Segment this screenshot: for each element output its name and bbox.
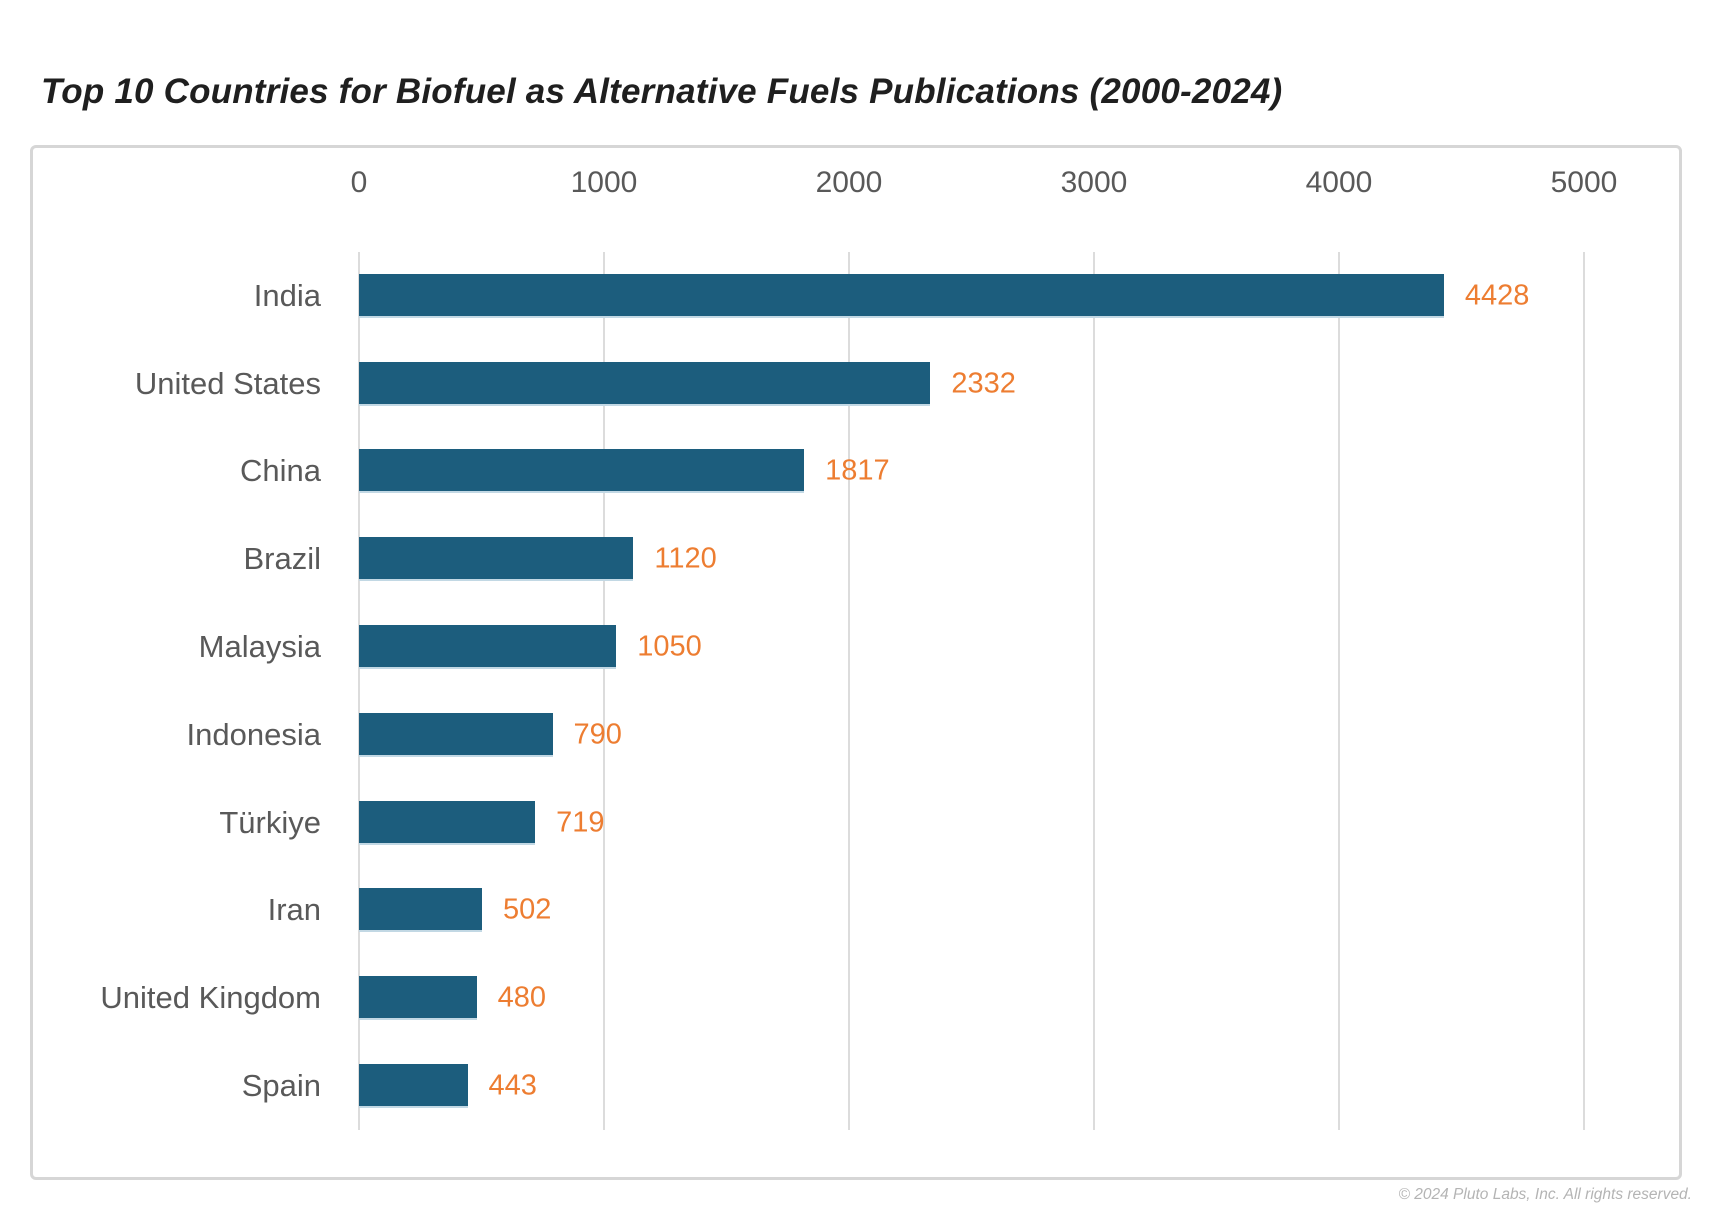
bar bbox=[359, 976, 477, 1021]
gridline bbox=[1093, 252, 1095, 1130]
bar-row: Iran 502 bbox=[33, 867, 1679, 955]
chart-card: 0 1000 2000 3000 4000 5000 India 4428 United … bbox=[30, 145, 1682, 1180]
category-label: Türkiye bbox=[219, 804, 321, 840]
value-label: 443 bbox=[488, 1069, 537, 1102]
value-label: 502 bbox=[502, 893, 552, 926]
value-label: 2332 bbox=[951, 367, 1016, 400]
x-axis-tick-label: 2000 bbox=[815, 166, 883, 199]
gridline bbox=[1583, 252, 1585, 1130]
category-label: China bbox=[240, 453, 321, 489]
bar bbox=[359, 625, 617, 670]
gridline bbox=[603, 252, 605, 1130]
bar bbox=[359, 1064, 468, 1109]
value-label: 1120 bbox=[654, 542, 717, 575]
bar bbox=[359, 273, 1444, 318]
category-label: Spain bbox=[241, 1068, 321, 1104]
value-label: 480 bbox=[497, 981, 546, 1014]
bar-row: United Kingdom 480 bbox=[33, 954, 1679, 1042]
category-label: Indonesia bbox=[186, 716, 321, 752]
bar bbox=[359, 537, 634, 582]
bar-row: United States 2332 bbox=[33, 340, 1679, 428]
bar-row: Indonesia 790 bbox=[33, 691, 1679, 779]
value-label: 719 bbox=[556, 806, 605, 839]
bar-row: Türkiye 719 bbox=[33, 779, 1679, 867]
category-label: Malaysia bbox=[198, 629, 321, 665]
bar bbox=[359, 888, 482, 933]
bar-row: India 4428 bbox=[33, 252, 1679, 340]
value-label: 4428 bbox=[1464, 279, 1530, 312]
copyright-notice: © 2024 Pluto Labs, Inc. All rights reser… bbox=[1398, 1186, 1692, 1203]
bar-row: China 1817 bbox=[33, 428, 1679, 516]
bar-row: Malaysia 1050 bbox=[33, 603, 1679, 691]
bar-row: Spain 443 bbox=[33, 1042, 1679, 1130]
x-axis-tick-label: 3000 bbox=[1060, 166, 1128, 199]
bar bbox=[359, 449, 805, 494]
bar bbox=[359, 712, 553, 757]
category-label: United Kingdom bbox=[100, 980, 321, 1016]
value-label: 1817 bbox=[825, 454, 890, 487]
chart-title: Top 10 Countries for Biofuel as Alternat… bbox=[41, 72, 1283, 111]
gridline bbox=[848, 252, 850, 1130]
x-axis-tick-label: 0 bbox=[350, 166, 368, 199]
category-label: India bbox=[253, 277, 321, 313]
bar bbox=[359, 361, 931, 406]
category-label: Brazil bbox=[243, 541, 321, 577]
bar-row: Brazil 1120 bbox=[33, 515, 1679, 603]
gridline bbox=[1338, 252, 1340, 1130]
category-label: United States bbox=[134, 365, 321, 401]
bar bbox=[359, 800, 536, 845]
value-label: 790 bbox=[573, 718, 622, 751]
value-label: 1050 bbox=[637, 630, 702, 663]
x-axis-tick-label: 1000 bbox=[570, 166, 638, 199]
gridline bbox=[358, 252, 360, 1130]
x-axis-tick-label: 4000 bbox=[1305, 166, 1373, 199]
x-axis-tick-label: 5000 bbox=[1550, 166, 1618, 199]
category-label: Iran bbox=[267, 892, 321, 928]
